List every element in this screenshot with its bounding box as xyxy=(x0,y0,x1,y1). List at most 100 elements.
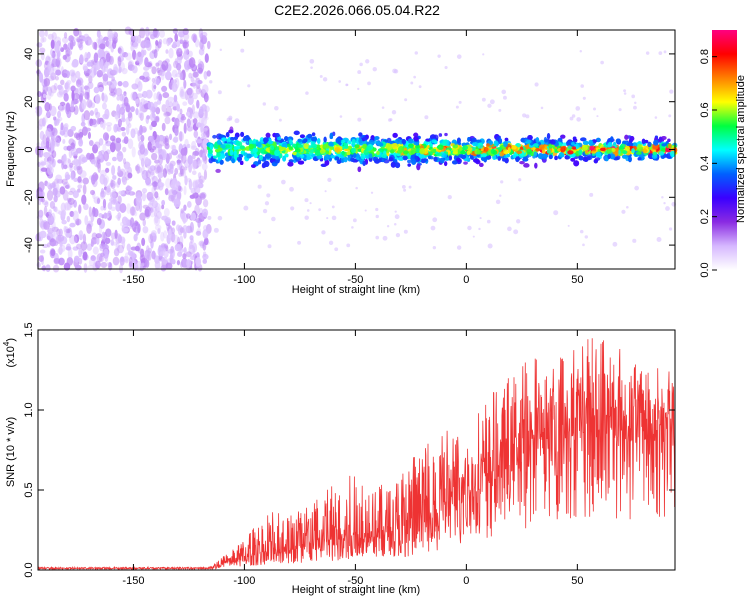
signal-cell xyxy=(299,134,305,139)
noise-cell xyxy=(78,94,83,102)
noise-cell xyxy=(58,85,64,96)
sparse-cell xyxy=(364,209,367,212)
noise-cell xyxy=(67,248,73,260)
signal-cell xyxy=(209,143,214,151)
sparse-cell xyxy=(372,67,377,72)
signal-cell xyxy=(560,134,566,139)
noise-cell xyxy=(151,66,157,75)
noise-cell xyxy=(180,208,185,214)
noise-cell xyxy=(189,255,196,261)
noise-cell xyxy=(103,212,108,219)
noise-cell xyxy=(183,122,187,134)
noise-cell xyxy=(58,257,65,266)
noise-cell xyxy=(47,33,54,40)
noise-cell xyxy=(186,87,193,96)
noise-cell xyxy=(117,81,123,87)
signal-cell xyxy=(239,145,245,150)
noise-cell xyxy=(131,222,137,232)
colorbar-label: Normalized spectral amplitude xyxy=(735,75,747,223)
signal-cell xyxy=(324,159,330,166)
noise-cell xyxy=(198,48,205,56)
colorbar-tick-label: 0.6 xyxy=(699,102,711,117)
sparse-cell xyxy=(499,194,502,197)
noise-cell xyxy=(87,81,94,90)
sparse-cell xyxy=(322,77,328,82)
noise-cell xyxy=(63,164,68,170)
signal-cell xyxy=(588,139,594,146)
signal-cell xyxy=(360,154,366,160)
noise-cell xyxy=(39,47,46,54)
noise-cell xyxy=(134,98,139,104)
noise-cell xyxy=(182,101,188,106)
sparse-cell xyxy=(455,105,459,109)
noise-cell xyxy=(139,124,143,136)
noise-cell xyxy=(117,56,122,67)
sparse-cell xyxy=(507,226,512,232)
noise-cell xyxy=(144,57,149,67)
noise-cell xyxy=(177,185,182,192)
noise-cell xyxy=(127,138,134,150)
noise-cell xyxy=(197,172,202,179)
signal-cell xyxy=(418,153,425,159)
sparse-cell xyxy=(328,240,334,246)
signal-cell xyxy=(379,142,384,147)
signal-cell xyxy=(534,162,538,169)
noise-cell xyxy=(163,208,170,217)
signal-cell xyxy=(277,136,282,141)
signal-cell xyxy=(403,150,410,155)
noise-cell xyxy=(57,110,62,119)
sparse-cell xyxy=(394,210,397,213)
signal-cell xyxy=(433,156,438,162)
noise-cell xyxy=(62,138,66,145)
signal-cell xyxy=(248,140,254,144)
signal-cell xyxy=(402,155,408,161)
noise-cell xyxy=(63,31,68,39)
sparse-cell xyxy=(501,89,507,95)
sparse-cell xyxy=(217,215,223,221)
noise-cell xyxy=(84,215,89,226)
signal-cell xyxy=(512,153,517,159)
noise-cell xyxy=(92,41,97,50)
snr-series-line xyxy=(37,338,676,571)
noise-cell xyxy=(195,86,201,95)
sparse-cell xyxy=(658,51,663,56)
noise-cell xyxy=(38,72,44,83)
noise-cell xyxy=(84,57,89,62)
noise-cell xyxy=(44,114,48,123)
signal-cell xyxy=(647,141,652,148)
noise-cell xyxy=(85,127,91,132)
sparse-cell xyxy=(217,90,222,95)
sparse-cell xyxy=(370,191,374,194)
sparse-cell xyxy=(391,110,397,115)
noise-cell xyxy=(161,85,168,93)
noise-cell xyxy=(142,226,149,234)
noise-cell xyxy=(119,106,126,115)
signal-cell xyxy=(444,132,448,137)
signal-cell xyxy=(493,140,499,145)
spectrogram-y-tick-label: 40 xyxy=(23,48,35,60)
signal-cell xyxy=(282,155,287,162)
sparse-cell xyxy=(479,217,482,220)
signal-cell xyxy=(567,150,574,155)
noise-cell xyxy=(86,99,93,108)
signal-cell xyxy=(606,149,612,154)
noise-cell xyxy=(46,189,54,201)
noise-cell xyxy=(115,214,121,219)
noise-cell xyxy=(110,191,117,200)
signal-cell xyxy=(286,143,291,148)
noise-cell xyxy=(186,258,192,268)
noise-cell xyxy=(154,205,160,213)
noise-cell xyxy=(183,167,187,179)
signal-cell xyxy=(381,141,386,148)
signal-cell xyxy=(289,139,293,145)
noise-cell xyxy=(116,104,121,115)
sparse-cell xyxy=(262,208,268,214)
noise-cell xyxy=(192,79,197,89)
noise-cell xyxy=(83,263,88,273)
noise-cell xyxy=(151,120,157,128)
signal-cell xyxy=(543,136,548,144)
noise-cell xyxy=(155,40,159,46)
noise-cell xyxy=(162,38,168,45)
signal-cell xyxy=(448,155,453,161)
sparse-cell xyxy=(392,68,397,74)
